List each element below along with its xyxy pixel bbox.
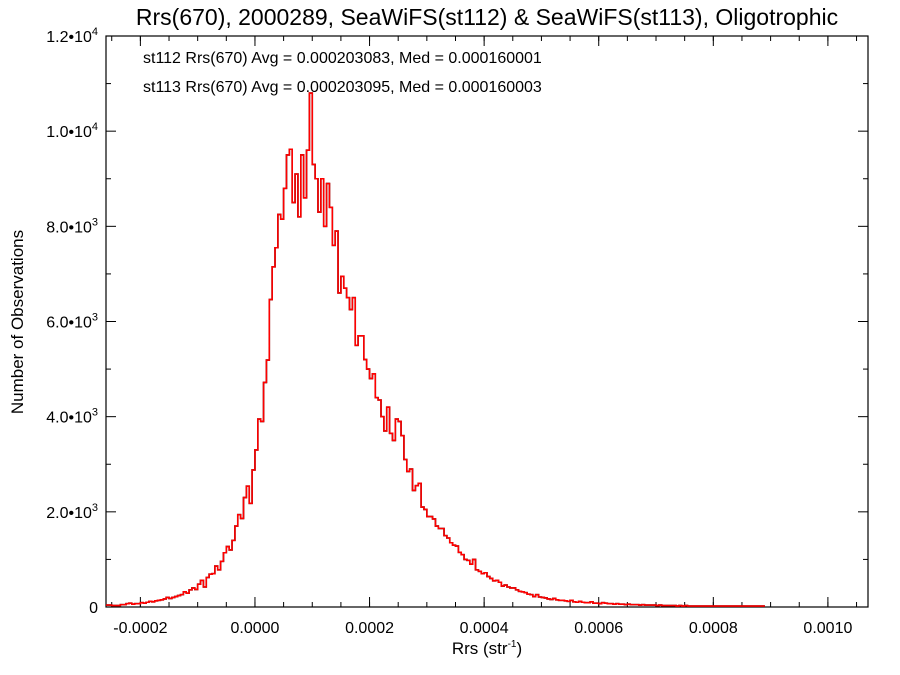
y-axis-ticks: 02.0•1034.0•1036.0•1038.0•1031.0•1041.2•…	[46, 26, 868, 617]
y-tick-label: 6.0•103	[46, 312, 98, 332]
y-tick-label: 0	[89, 600, 98, 617]
chart-title: Rrs(670), 2000289, SeaWiFS(st112) & SeaW…	[136, 4, 838, 30]
annotation-st112: st112 Rrs(670) Avg = 0.000203083, Med = …	[143, 50, 542, 67]
x-axis-ticks: -0.0002 0.0000 0.0002 0.0004 0.0006 0.0008 0.0…	[111, 36, 858, 637]
y-tick-exponent: 3	[92, 502, 98, 514]
plot-frame	[105, 35, 869, 608]
x-axis-label-main: Rrs (str	[452, 639, 508, 658]
y-axis-label: Number of Observations	[8, 230, 27, 414]
y-tick-mantissa: 8.0•10	[46, 219, 92, 236]
x-tick-label: -0.0002	[113, 620, 167, 637]
y-tick-label: 8.0•103	[46, 216, 98, 236]
y-tick-mantissa: 2.0•10	[46, 505, 92, 522]
y-tick-label: 1.0•104	[46, 121, 98, 141]
y-tick-mantissa: 1.0•10	[46, 124, 92, 141]
y-tick-mantissa: 0	[89, 600, 98, 617]
y-tick-exponent: 3	[92, 407, 98, 419]
x-tick-label: 0.0008	[689, 620, 738, 637]
x-tick-label: 0.0004	[460, 620, 509, 637]
series-layer	[106, 92, 765, 607]
x-axis-label-sup: -1	[508, 639, 517, 650]
x-tick-label: 0.0002	[345, 620, 394, 637]
y-tick-exponent: 3	[92, 216, 98, 228]
x-axis-label: Rrs (str-1)	[452, 639, 522, 658]
annotation-st113: st113 Rrs(670) Avg = 0.000203095, Med = …	[143, 79, 542, 96]
y-tick-label: 4.0•103	[46, 407, 98, 427]
y-tick-exponent: 3	[92, 312, 98, 324]
x-tick-label: 0.0006	[574, 620, 623, 637]
y-tick-label: 1.2•104	[46, 26, 98, 46]
x-axis-label-close: )	[516, 639, 522, 658]
y-tick-exponent: 4	[92, 26, 98, 38]
x-tick-label: 0.0010	[803, 620, 852, 637]
y-tick-mantissa: 1.2•10	[46, 29, 92, 46]
y-tick-label: 2.0•103	[46, 502, 98, 522]
series-st112-histogram	[106, 92, 765, 607]
series-st113-histogram	[106, 92, 765, 607]
y-tick-mantissa: 6.0•10	[46, 315, 92, 332]
x-tick-label: 0.0000	[230, 620, 279, 637]
y-tick-exponent: 4	[92, 121, 98, 133]
y-tick-mantissa: 4.0•10	[46, 410, 92, 427]
